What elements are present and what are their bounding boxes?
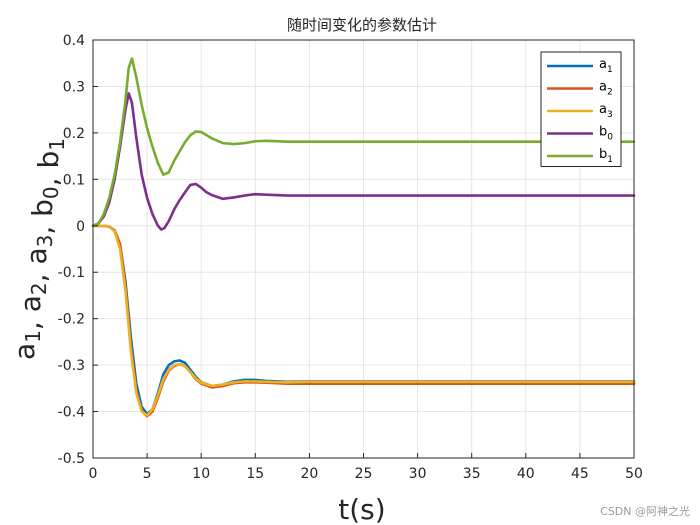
series-layer <box>91 57 636 418</box>
x-tick-label-4: 20 <box>300 466 318 482</box>
y-label-sub-0: 1 <box>21 330 45 343</box>
y-tick-label-7: -0.3 <box>58 358 85 374</box>
x-tick-label-7: 35 <box>463 466 481 482</box>
x-tick-label-6: 30 <box>409 466 427 482</box>
y-axis-label: a1, a2, a3, b0, b1 <box>8 138 69 360</box>
legend-label-a1: a1 <box>599 57 613 75</box>
legend-label-a3: a3 <box>599 102 613 120</box>
y-label-sub-1: 2 <box>27 282 51 295</box>
chart-title: 随时间变化的参数估计 <box>287 16 437 34</box>
y-axis-ticks: 0.4 0.3 0.2 0.1 0 -0.1 -0.2 -0.3 -0.4 -0.5 <box>58 33 98 467</box>
legend-label-a2: a2 <box>599 80 613 98</box>
x-tick-label-10: 50 <box>625 466 643 482</box>
series-line-b0 <box>91 92 636 231</box>
legend-label-b1: b1 <box>599 147 613 165</box>
y-label-sub-3: 0 <box>39 186 63 199</box>
series-line-b1 <box>91 57 636 228</box>
y-tick-label-5: -0.1 <box>58 265 85 281</box>
x-axis-label: t(s) <box>338 493 385 525</box>
y-tick-label-0: 0.4 <box>63 33 85 49</box>
y-tick-label-6: -0.2 <box>58 312 85 328</box>
x-tick-label-9: 45 <box>571 466 589 482</box>
x-tick-label-5: 25 <box>355 466 373 482</box>
watermark: CSDN @阿神之光 <box>600 505 690 518</box>
y-label-sub-2: 3 <box>33 235 57 248</box>
legend-box <box>540 51 622 167</box>
y-label-part-4: , b <box>32 151 65 187</box>
legend-label-b0: b0 <box>599 125 613 143</box>
y-tick-label-9: -0.5 <box>58 451 85 467</box>
y-label-part-1: , a <box>14 295 47 330</box>
y-label-part-0: a <box>8 343 41 360</box>
y-tick-label-4: 0 <box>76 219 85 235</box>
y-label-part-3: , b <box>26 199 59 235</box>
x-tick-label-3: 15 <box>246 466 264 482</box>
x-tick-label-8: 40 <box>517 466 535 482</box>
legend: a1 a2 a3 b0 b1 <box>540 51 622 167</box>
y-tick-label-2: 0.2 <box>63 126 85 142</box>
x-tick-label-1: 5 <box>143 466 152 482</box>
y-tick-label-8: -0.4 <box>58 405 85 421</box>
y-label-part-2: , a <box>20 247 53 282</box>
y-tick-label-1: 0.3 <box>63 79 85 95</box>
y-tick-label-3: 0.1 <box>63 172 85 188</box>
x-axis-ticks: 0 5 10 15 20 25 30 35 40 45 50 <box>89 453 643 482</box>
x-tick-label-2: 10 <box>192 466 210 482</box>
series-line-a3 <box>91 224 636 417</box>
x-tick-label-0: 0 <box>89 466 98 482</box>
y-label-sub-4: 1 <box>45 138 69 151</box>
